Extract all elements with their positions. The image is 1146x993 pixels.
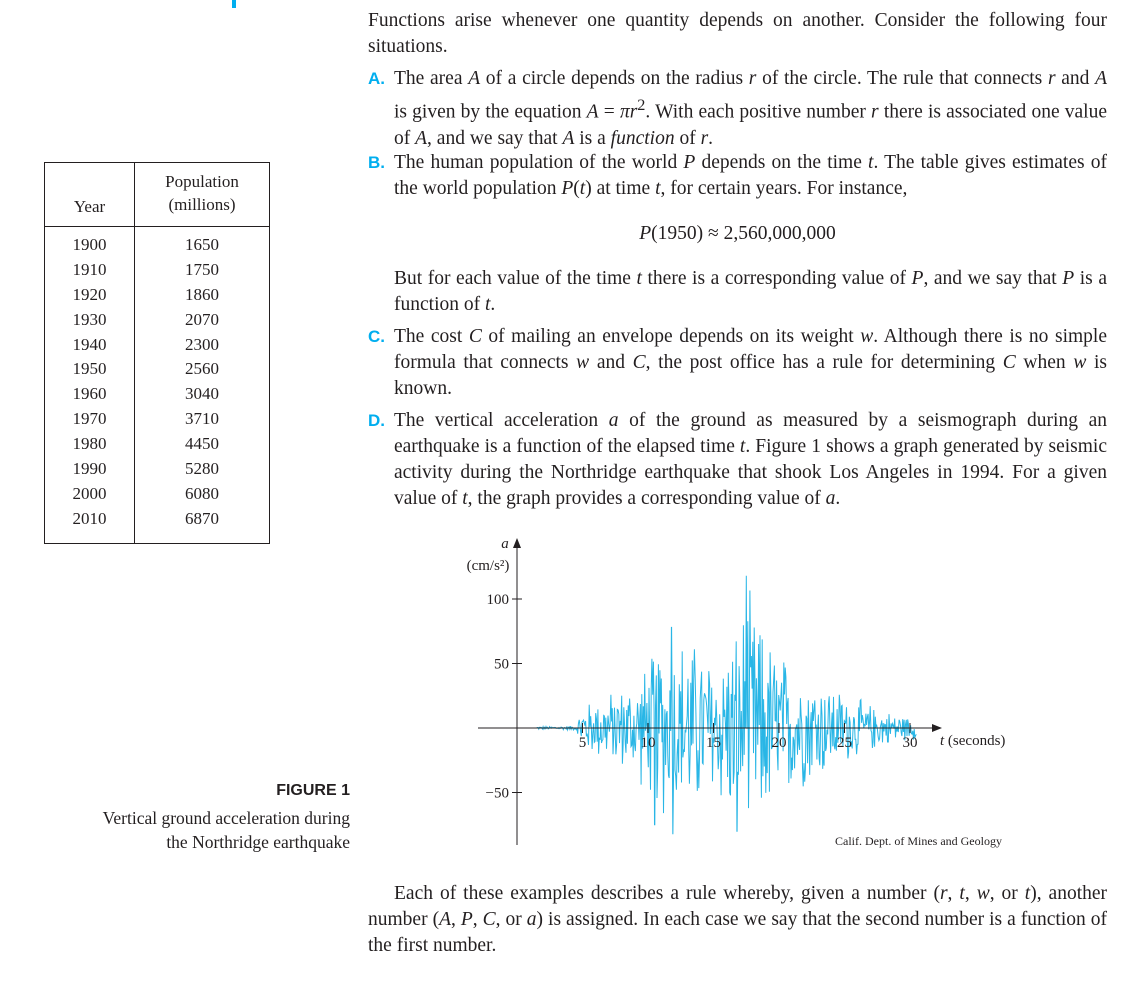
- year-cell: 1980: [72, 434, 107, 454]
- header-population-line1: Population: [165, 172, 239, 191]
- table-row: 1930 2070: [45, 308, 269, 333]
- table-row: 1960 3040: [45, 382, 269, 407]
- x-tick-label: 25: [837, 735, 852, 751]
- table-row: 1900 1650: [45, 233, 269, 258]
- y-tick-label: 100: [487, 592, 510, 608]
- population-cell: 6870: [185, 508, 219, 528]
- table-header-divider: [45, 226, 269, 227]
- y-axis-unit-label: (cm/s²): [467, 558, 510, 574]
- population-cell: 2300: [185, 334, 219, 354]
- year-cell: 1930: [72, 309, 107, 329]
- y-axis-var-label: a: [501, 536, 509, 552]
- year-cell: 1940: [72, 334, 107, 354]
- year-cell: 1900: [72, 235, 107, 254]
- y-axis-arrow: [513, 538, 521, 548]
- x-axis-label: t (seconds): [940, 733, 1005, 749]
- chart-credit: Calif. Dept. of Mines and Geology: [835, 834, 1002, 848]
- table-row: 2010 6870: [45, 507, 269, 532]
- closing-paragraph: Each of these examples describes a rule …: [368, 883, 1108, 956]
- item-d-text: The vertical acceleration a of the groun…: [394, 410, 1108, 509]
- y-tick-label: −50: [486, 786, 509, 802]
- x-tick-label: 10: [641, 735, 656, 751]
- year-cell: 1960: [72, 384, 107, 404]
- page-marker: [232, 0, 236, 8]
- population-cell: 6080: [185, 483, 219, 503]
- seismograph-trace: [536, 575, 917, 835]
- table-row: 2000 6080: [45, 482, 269, 507]
- x-tick-label: 20: [772, 735, 787, 751]
- table-row: 1970 3710: [45, 407, 269, 432]
- item-c: C. The cost C of mailing an envelope dep…: [368, 324, 1107, 402]
- population-cell: 2560: [185, 359, 219, 379]
- figure-caption-line1: Vertical ground acceleration during: [102, 808, 350, 828]
- figure-caption: Vertical ground acceleration during the …: [50, 806, 350, 854]
- item-d: D. The vertical acceleration a of the gr…: [368, 408, 1107, 512]
- item-a: A. The area A of a circle depends on the…: [368, 66, 1107, 152]
- table-row: 1950 2560: [45, 357, 269, 382]
- population-cell: 4450: [185, 434, 219, 454]
- table-row: 1990 5280: [45, 457, 269, 482]
- table-body: 1900 1650 1910 1750 1920 1860 1930 2070 1940 2300…: [45, 233, 269, 532]
- population-formula: P(1950) ≈ 2,560,000,000: [639, 223, 836, 244]
- year-cell: 1990: [72, 459, 107, 479]
- population-cell: 2070: [185, 309, 219, 329]
- y-tick-label: 50: [494, 657, 509, 673]
- seismograph-chart: a (cm/s²) 100 50 −50 5 10 15 20 25 30 t (seconds) Ca…: [467, 536, 1006, 848]
- header-year: Year: [73, 197, 106, 216]
- figure-title: FIGURE 1: [276, 782, 350, 799]
- item-b-text: The human population of the world P depe…: [394, 152, 1108, 199]
- year-cell: 1920: [72, 284, 107, 304]
- figure-caption-line2: the Northridge earthquake: [166, 832, 350, 852]
- item-d-label: D.: [368, 411, 385, 430]
- year-cell: 1910: [72, 259, 107, 279]
- item-c-label: C.: [368, 327, 385, 346]
- table-row: 1980 4450: [45, 432, 269, 457]
- x-tick-label: 15: [706, 735, 721, 751]
- year-cell: 2010: [72, 508, 107, 528]
- population-cell: 1860: [185, 284, 219, 304]
- population-cell: 5280: [185, 459, 219, 479]
- item-a-label: A.: [368, 69, 385, 88]
- header-population-line2: (millions): [168, 195, 236, 214]
- table-row: 1910 1750: [45, 258, 269, 283]
- year-cell: 2000: [72, 483, 107, 503]
- x-tick-label: 30: [903, 735, 918, 751]
- year-cell: 1950: [72, 359, 107, 379]
- population-cell: 1750: [185, 259, 219, 279]
- item-b: B. The human population of the world P d…: [368, 150, 1107, 202]
- population-cell: 3040: [185, 384, 219, 404]
- x-tick-label: 5: [579, 735, 587, 751]
- population-cell: 1650: [185, 235, 219, 254]
- item-b-continuation: But for each value of the time t there i…: [394, 268, 1107, 315]
- item-b-label: B.: [368, 153, 385, 172]
- table-row: 1920 1860: [45, 283, 269, 308]
- table-divider: [134, 163, 135, 543]
- item-c-text: The cost C of mailing an envelope depend…: [394, 326, 1108, 399]
- x-axis-arrow: [932, 724, 942, 732]
- header-population: Population (millions): [134, 170, 270, 216]
- item-a-text: The area A of a circle depends on the ra…: [394, 68, 1108, 149]
- year-cell: 1970: [72, 409, 107, 429]
- table-row: 1940 2300: [45, 333, 269, 358]
- intro-paragraph: Functions arise whenever one quantity de…: [368, 10, 1107, 57]
- population-table: Year Population (millions) 1900 1650 1910 1…: [44, 162, 270, 544]
- population-cell: 3710: [185, 409, 219, 429]
